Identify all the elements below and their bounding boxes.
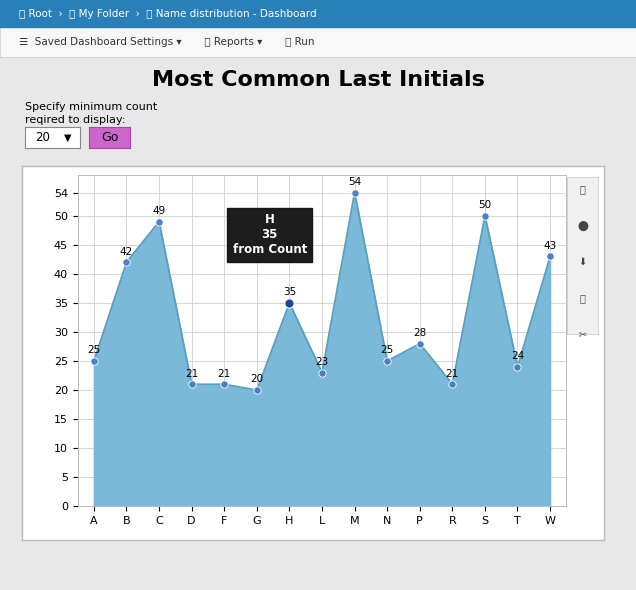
Point bbox=[252, 385, 262, 395]
Text: 21: 21 bbox=[218, 369, 231, 379]
Point bbox=[513, 362, 523, 372]
Text: Most Common Last Initials: Most Common Last Initials bbox=[151, 70, 485, 90]
Text: 21: 21 bbox=[446, 369, 459, 379]
Text: 25: 25 bbox=[87, 345, 100, 355]
Point bbox=[154, 217, 164, 227]
Point bbox=[89, 356, 99, 366]
Text: 24: 24 bbox=[511, 351, 524, 361]
Text: 35: 35 bbox=[283, 287, 296, 297]
Text: 43: 43 bbox=[543, 241, 556, 251]
Point bbox=[284, 298, 294, 307]
Point bbox=[447, 379, 457, 389]
Text: ⬇: ⬇ bbox=[579, 257, 586, 267]
Text: 54: 54 bbox=[348, 177, 361, 187]
Point bbox=[186, 379, 197, 389]
Text: 🏠 Root  ›  📁 My Folder  ›  📄 Name distribution - Dashboard: 🏠 Root › 📁 My Folder › 📄 Name distributi… bbox=[19, 9, 317, 19]
Text: 20: 20 bbox=[36, 131, 50, 145]
Text: Specify minimum count: Specify minimum count bbox=[25, 102, 158, 112]
Text: reqired to display:: reqired to display: bbox=[25, 116, 126, 125]
Text: ⬤: ⬤ bbox=[577, 221, 588, 231]
Text: H
35
from Count: H 35 from Count bbox=[233, 214, 307, 257]
Text: 23: 23 bbox=[315, 357, 329, 367]
Text: ✂: ✂ bbox=[579, 329, 586, 339]
Text: 21: 21 bbox=[185, 369, 198, 379]
Point bbox=[415, 339, 425, 348]
Text: ▼: ▼ bbox=[64, 133, 71, 143]
Text: 49: 49 bbox=[153, 206, 165, 216]
Point bbox=[349, 188, 359, 197]
Point bbox=[121, 258, 132, 267]
Point bbox=[480, 211, 490, 221]
Text: 20: 20 bbox=[250, 375, 263, 385]
Point bbox=[284, 298, 294, 307]
Point bbox=[382, 356, 392, 366]
Text: 50: 50 bbox=[478, 200, 492, 210]
Text: Go: Go bbox=[101, 131, 118, 145]
Point bbox=[545, 252, 555, 261]
Text: 👁: 👁 bbox=[579, 293, 586, 303]
Text: 25: 25 bbox=[380, 345, 394, 355]
Text: ⤢: ⤢ bbox=[579, 185, 586, 195]
Text: ☰  Saved Dashboard Settings ▾       📄 Reports ▾       ⏱ Run: ☰ Saved Dashboard Settings ▾ 📄 Reports ▾… bbox=[19, 38, 315, 47]
Text: 42: 42 bbox=[120, 247, 133, 257]
Point bbox=[219, 379, 230, 389]
Point bbox=[317, 368, 327, 378]
Text: 28: 28 bbox=[413, 328, 426, 338]
